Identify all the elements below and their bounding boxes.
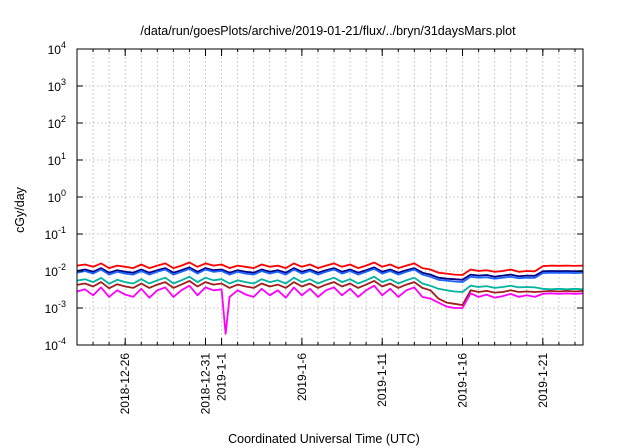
- x-tick-label: 2019-1-11: [375, 353, 389, 407]
- x-tick-label: 2018-12-26: [118, 353, 132, 415]
- series-line-blue: [76, 267, 584, 284]
- y-tick-label: 10-2: [45, 262, 66, 279]
- y-tick-label: 104: [48, 40, 66, 57]
- series-line-navy: [76, 266, 584, 281]
- x-tick-label: 2019-1-21: [536, 353, 550, 408]
- y-tick-exponent: -4: [58, 336, 66, 346]
- y-tick-exponent: 1: [61, 151, 66, 161]
- y-tick-exponent: 2: [61, 114, 66, 124]
- x-tick-label: 2019-1-1: [215, 353, 229, 401]
- y-tick-label: 101: [48, 151, 66, 168]
- y-tick-label: 103: [48, 77, 66, 94]
- y-tick-exponent: 0: [61, 188, 66, 198]
- series-line-darkred: [76, 279, 584, 307]
- y-tick-label: 100: [48, 188, 66, 205]
- axes: 10-410-310-210-11001011021031042018-12-2…: [45, 40, 584, 415]
- plot-frame: [76, 48, 584, 346]
- y-axis-label: cGy/day: [13, 186, 27, 233]
- x-tick-label: 2019-1-6: [295, 353, 309, 401]
- y-tick-label: 10-4: [45, 336, 66, 353]
- data-series: [76, 261, 584, 335]
- y-tick-label: 10-1: [45, 225, 66, 242]
- x-axis-label: Coordinated Universal Time (UTC): [228, 432, 420, 446]
- y-tick-exponent: -2: [58, 262, 66, 272]
- chart-title: /data/run/goesPlots/archive/2019-01-21/f…: [140, 24, 516, 38]
- y-tick-label: 10-3: [45, 299, 66, 316]
- y-tick-exponent: 3: [61, 77, 66, 87]
- series-line-red: [76, 261, 584, 276]
- series-line-magenta: [76, 284, 584, 335]
- series-line-teal: [76, 275, 584, 293]
- x-tick-label: 2018-12-31: [199, 353, 213, 415]
- grid-lines: [77, 49, 583, 345]
- y-tick-label: 102: [48, 114, 66, 131]
- y-tick-exponent: -3: [58, 299, 66, 309]
- x-tick-label: 2019-1-16: [456, 353, 470, 408]
- y-tick-exponent: -1: [58, 225, 66, 235]
- y-tick-exponent: 4: [61, 40, 66, 50]
